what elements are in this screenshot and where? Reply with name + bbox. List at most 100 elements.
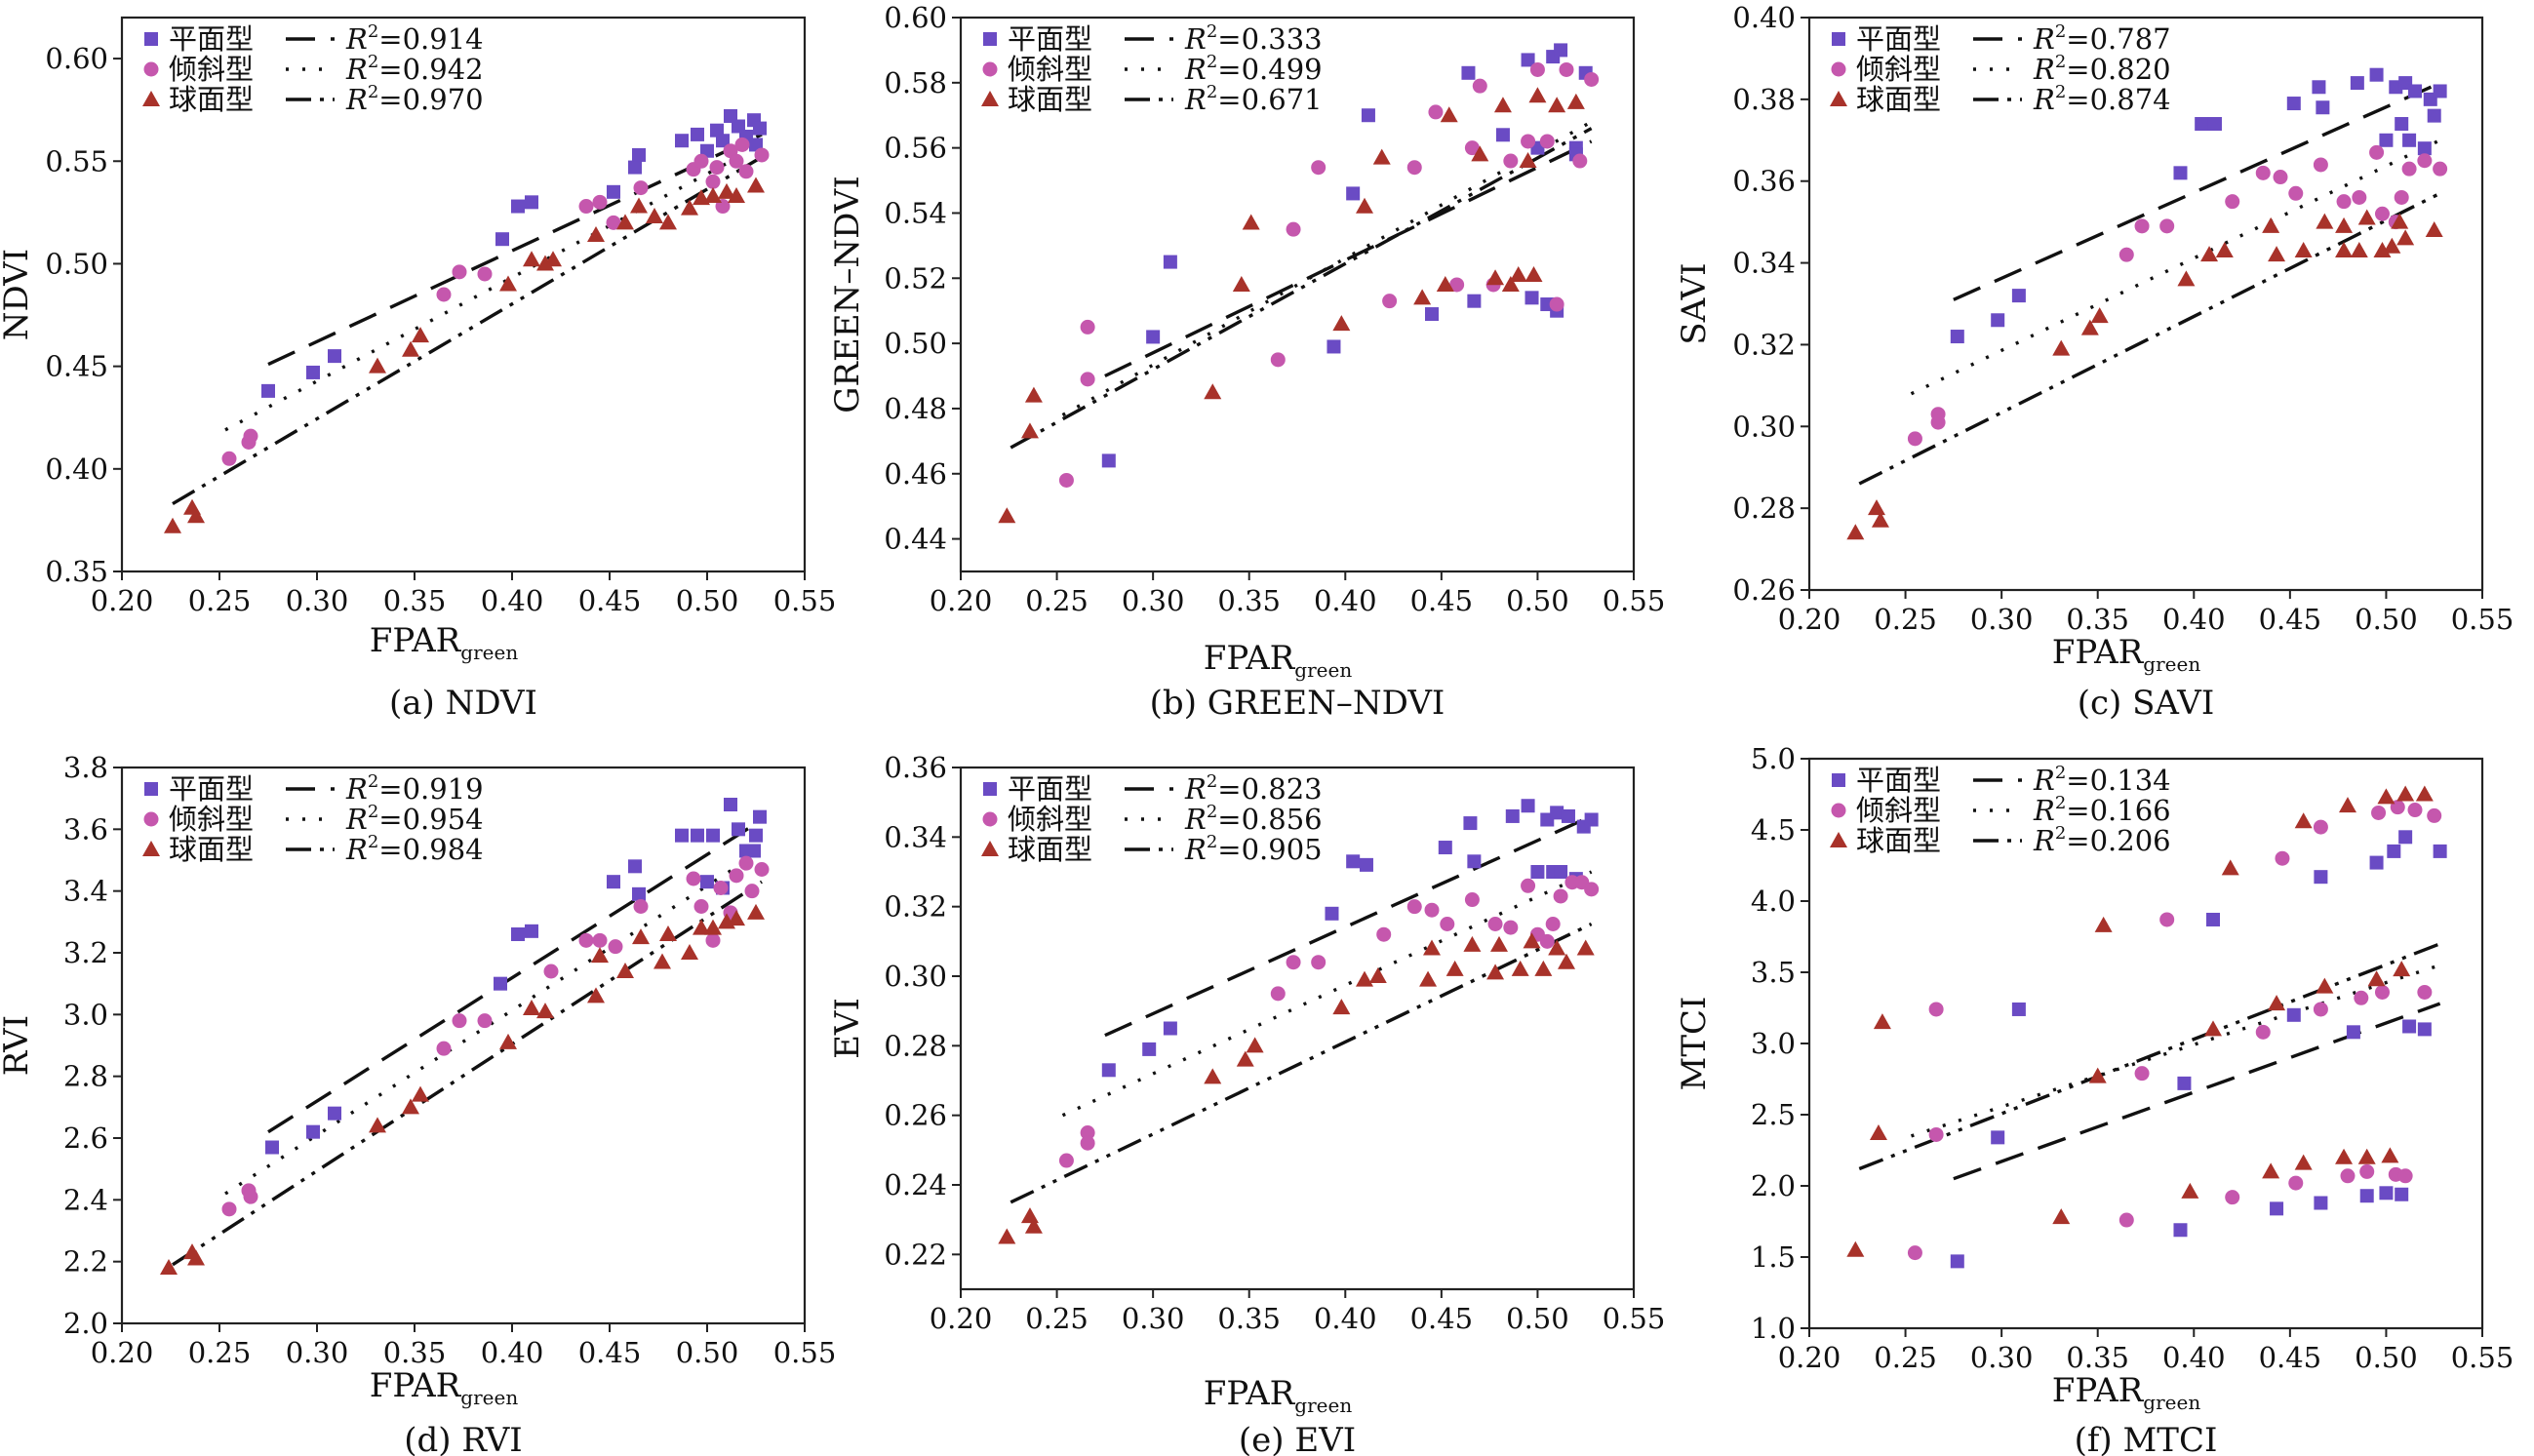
r2-symbol: R <box>345 803 368 836</box>
data-point <box>1356 970 1373 987</box>
x-tick-label: 0.50 <box>2355 1341 2418 1374</box>
data-point <box>1080 1135 1095 1151</box>
r2-value: =0.919 <box>378 772 483 806</box>
x-tick-label: 0.25 <box>188 584 252 617</box>
legend-marker-inclined <box>982 61 998 77</box>
y-tick-label: 2.0 <box>63 1307 108 1340</box>
r2-symbol: R <box>345 772 368 806</box>
r2-symbol: R <box>345 833 368 866</box>
data-point <box>998 507 1016 524</box>
data-point <box>998 1228 1016 1244</box>
data-point <box>2396 785 2415 802</box>
x-tick-label: 0.20 <box>930 584 993 617</box>
data-point <box>2206 912 2220 926</box>
data-point <box>1080 1125 1095 1140</box>
data-point <box>2314 870 2328 885</box>
legend-r2-inclined: R2=0.954 <box>345 802 484 836</box>
data-point <box>2286 1007 2301 1022</box>
x-tick-label: 0.55 <box>773 1336 837 1369</box>
y-tick-label: 4.5 <box>1751 813 1796 846</box>
data-point <box>1467 294 1482 308</box>
data-point <box>1101 1063 1116 1078</box>
y-tick-label: 0.40 <box>45 453 108 486</box>
data-point <box>402 340 419 357</box>
data-point <box>704 187 722 204</box>
r2-exponent: 2 <box>1207 52 1217 72</box>
data-point <box>499 1033 517 1049</box>
legend-label-inclined: 倾斜型 <box>169 803 254 836</box>
legend-marker-flat <box>1832 32 1845 46</box>
data-point <box>1146 330 1161 344</box>
data-point <box>2335 241 2354 257</box>
legend-label-inclined: 倾斜型 <box>1856 794 1941 827</box>
data-point <box>1566 93 1585 109</box>
x-tick-label: 0.55 <box>1603 1302 1666 1335</box>
r2-symbol: R <box>1184 53 1207 86</box>
r2-exponent: 2 <box>1207 82 1217 102</box>
data-point <box>1584 71 1600 87</box>
x-tick-label: 0.45 <box>578 1336 642 1369</box>
fit-line-spherical <box>1858 942 2441 1171</box>
data-point <box>1869 1123 1887 1140</box>
data-point <box>738 164 754 179</box>
data-point <box>1311 160 1326 176</box>
data-point <box>681 199 698 216</box>
data-point <box>608 939 623 955</box>
data-point <box>2402 133 2417 147</box>
data-point <box>724 798 737 811</box>
data-point <box>1356 197 1373 214</box>
data-point <box>2395 117 2409 132</box>
data-point <box>578 932 594 948</box>
y-tick-label: 2.0 <box>1751 1169 1796 1202</box>
legend-marker-inclined <box>982 811 998 827</box>
series-flat <box>1101 43 1593 468</box>
data-point <box>675 134 689 148</box>
data-point <box>369 1117 386 1133</box>
legend-label-flat: 平面型 <box>1008 772 1092 806</box>
series-spherical <box>164 177 765 533</box>
data-point <box>1486 269 1505 286</box>
r2-value: =0.787 <box>2066 22 2170 56</box>
y-tick-label: 0.38 <box>1732 83 1796 116</box>
y-tick-label: 0.40 <box>1732 1 1796 34</box>
x-tick-label: 0.30 <box>1122 1302 1185 1335</box>
x-tick-label: 0.40 <box>1314 1302 1377 1335</box>
data-point <box>511 199 525 214</box>
data-point <box>1534 960 1553 976</box>
data-point <box>164 517 181 533</box>
legend-marker-inclined <box>1831 61 1846 77</box>
data-point <box>2011 289 2026 303</box>
data-point <box>724 108 737 123</box>
legend-label-inclined: 倾斜型 <box>1008 53 1092 86</box>
data-point <box>2433 161 2448 177</box>
data-point <box>1440 917 1455 931</box>
data-point <box>2394 189 2409 205</box>
legend-marker-flat <box>1832 773 1845 787</box>
y-tick-label: 3.2 <box>63 936 108 969</box>
series-inclined <box>1058 875 1600 1168</box>
data-point <box>2052 1208 2071 1225</box>
data-point <box>628 859 642 874</box>
data-point <box>1524 265 1543 282</box>
data-point <box>1472 78 1487 94</box>
y-axis-title: EVI <box>828 998 867 1059</box>
x-axis-title-subscript: green <box>1294 658 1352 682</box>
data-point <box>710 123 724 138</box>
data-point <box>2402 1019 2417 1034</box>
data-point <box>525 924 538 938</box>
legend-label-flat: 平面型 <box>169 22 254 56</box>
series-spherical <box>1846 785 2434 1257</box>
y-tick-label: 0.60 <box>884 1 947 34</box>
x-tick-label: 0.25 <box>1874 603 1937 636</box>
x-tick-label: 0.20 <box>91 1336 154 1369</box>
data-point <box>1524 291 1539 305</box>
data-point <box>2377 788 2395 805</box>
data-point <box>2316 977 2334 994</box>
plot-frame <box>959 16 1636 573</box>
data-point <box>718 182 735 199</box>
legend-marker-flat <box>983 32 997 46</box>
x-tick-label: 0.30 <box>286 1336 349 1369</box>
data-point <box>523 1000 540 1015</box>
data-point <box>632 928 650 945</box>
data-point <box>753 121 767 136</box>
